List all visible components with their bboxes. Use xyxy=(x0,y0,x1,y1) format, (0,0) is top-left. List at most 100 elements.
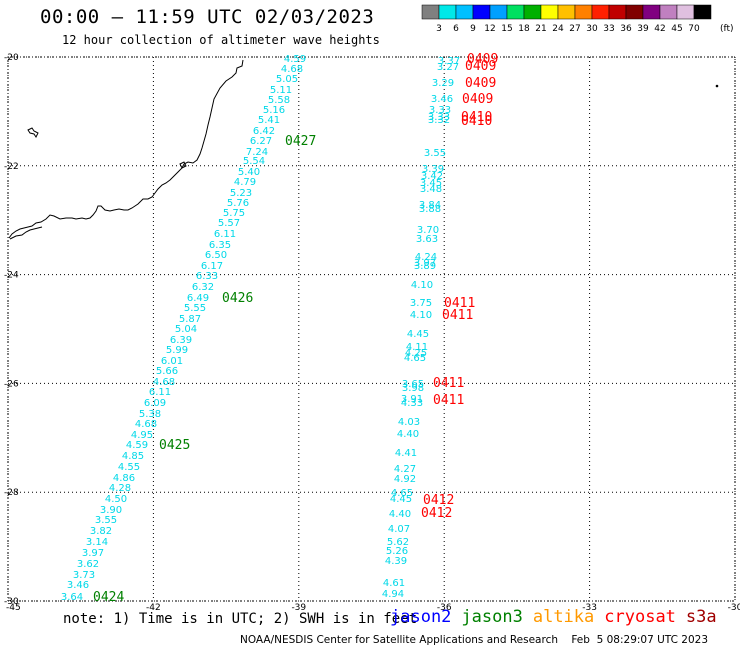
island xyxy=(27,127,39,138)
color-scale-label: 3 xyxy=(436,24,442,34)
wave-height-value: 3.89 xyxy=(414,261,436,272)
wave-height-value: 5.40 xyxy=(238,167,260,178)
color-scale-label: 39 xyxy=(637,24,649,34)
pass-time-label: 0411 xyxy=(444,296,475,311)
island-dot xyxy=(715,84,719,88)
wave-height-value: 3.63 xyxy=(416,234,438,245)
pass-time-label: 0409 xyxy=(465,59,496,74)
wave-height-value: 4.59 xyxy=(126,440,148,451)
color-scale-label: 21 xyxy=(535,24,546,34)
color-swatch xyxy=(693,4,712,20)
wave-height-value: 5.99 xyxy=(166,345,188,356)
wave-height-value: 5.62 xyxy=(387,537,409,548)
color-scale-label: 24 xyxy=(552,24,564,34)
wave-height-value: 5.26 xyxy=(386,546,408,557)
wave-height-value: 7.24 xyxy=(246,147,268,158)
wave-height-value: 3.64 xyxy=(61,592,83,603)
satellite-name: jason3 xyxy=(461,607,523,627)
wave-height-value: 3.46 xyxy=(431,94,453,105)
wave-height-value: 5.16 xyxy=(263,105,285,116)
wave-height-value: 6.11 xyxy=(149,387,171,398)
wave-height-value: 3.62 xyxy=(77,559,99,570)
color-scale-label: 15 xyxy=(501,24,512,34)
data-labels: 4.594.685.055.115.585.165.416.426.277.24… xyxy=(61,52,498,605)
satellite-legend: jason2 jason3 altika cryosat s3a xyxy=(390,607,727,627)
map-subtitle: 12 hour collection of altimeter wave hei… xyxy=(62,33,380,47)
wave-height-value: 4.39 xyxy=(385,556,407,567)
color-scale-label: 12 xyxy=(484,24,495,34)
wave-height-value: 4.25 xyxy=(405,348,427,359)
color-scale-label: 33 xyxy=(603,24,614,34)
wave-height-value: 3.39 xyxy=(422,164,444,175)
wave-height-value: 4.61 xyxy=(383,578,405,589)
wave-height-value: 3.42 xyxy=(421,171,443,182)
latitude-label: -22 xyxy=(4,162,19,172)
wave-height-value: 4.86 xyxy=(113,473,135,484)
color-scale-label: 6 xyxy=(453,24,459,34)
wave-height-value: 4.40 xyxy=(389,509,411,520)
latitude-label: -28 xyxy=(4,488,19,498)
wave-height-value: 4.10 xyxy=(411,280,433,291)
wave-height-value: 3.32 xyxy=(428,115,450,126)
wave-height-value: 4.85 xyxy=(122,451,144,462)
pass-time-label: 0410 xyxy=(461,114,492,129)
color-scale-label: 45 xyxy=(671,24,682,34)
pass-time-label: 0424 xyxy=(93,590,124,605)
wave-height-value: 6.49 xyxy=(187,293,209,304)
longitude-label: -42 xyxy=(146,603,161,613)
wave-height-value: 3.46 xyxy=(67,580,89,591)
wave-height-value: 3.55 xyxy=(424,148,446,159)
wave-height-value: 4.65 xyxy=(404,353,426,364)
latitude-label: -30 xyxy=(4,597,19,607)
wave-height-value: 4.40 xyxy=(397,429,419,440)
wave-height-value: 4.27 xyxy=(394,464,416,475)
wave-height-value: 6.01 xyxy=(161,356,183,367)
wave-height-value: 4.94 xyxy=(382,589,404,600)
wave-height-value: 4.24 xyxy=(415,252,437,263)
wave-height-value: 3.70 xyxy=(417,225,439,236)
pass-time-label: 0409 xyxy=(462,92,493,107)
wave-height-value: 3.14 xyxy=(86,537,108,548)
wave-height-value: 4.45 xyxy=(407,329,429,340)
wave-height-value: 3.45 xyxy=(420,178,442,189)
pass-time-label: 0411 xyxy=(433,376,464,391)
wave-height-value: 6.35 xyxy=(209,240,231,251)
wave-height-value: 5.75 xyxy=(223,208,245,219)
pass-time-label: 0411 xyxy=(442,308,473,323)
longitude-label: -45 xyxy=(6,603,21,613)
satellite-name: cryosat xyxy=(604,607,676,627)
longitude-label: -30 xyxy=(728,603,740,613)
satellite-name: s3a xyxy=(685,607,717,627)
pass-time-label: 0412 xyxy=(423,493,454,508)
map-title: 00:00 – 11:59 UTC 02/03/2023 xyxy=(40,6,375,28)
wave-height-value: 4.92 xyxy=(394,474,416,485)
wave-height-value: 6.32 xyxy=(192,282,214,293)
longitude-label: -36 xyxy=(437,603,452,613)
longitude-label: -39 xyxy=(291,603,306,613)
satellite-name: jason2 xyxy=(390,607,452,627)
wave-height-value: 3.88 xyxy=(419,204,441,215)
pass-time-label: 0409 xyxy=(467,52,498,67)
wave-height-value: 4.55 xyxy=(118,462,140,473)
wave-height-value: 3.29 xyxy=(432,78,454,89)
wave-height-value: 3.55 xyxy=(95,515,117,526)
wave-height-value: 3.82 xyxy=(90,526,112,537)
wave-height-value: 3.98 xyxy=(402,383,424,394)
wave-height-value: 5.54 xyxy=(243,156,265,167)
wave-height-value: 3.27 xyxy=(437,62,459,73)
wave-height-value: 3.97 xyxy=(414,258,436,269)
pass-time-label: 0427 xyxy=(285,134,316,149)
note-text: note: 1) Time is in UTC; 2) SWH is in fe… xyxy=(63,611,418,627)
wave-height-value: 4.28 xyxy=(109,483,131,494)
wave-height-value: 5.55 xyxy=(184,303,206,314)
wave-height-value: 3.33 xyxy=(429,105,451,116)
wave-height-value: 4.03 xyxy=(398,417,420,428)
color-scale-label: 9 xyxy=(470,24,476,34)
wave-height-value: 6.50 xyxy=(205,250,227,261)
wave-height-value: 5.66 xyxy=(156,366,178,377)
pass-time-label: 0411 xyxy=(433,393,464,408)
coastline-mainland xyxy=(8,59,244,239)
coastline xyxy=(8,59,719,240)
wave-height-value: 4.59 xyxy=(284,54,306,65)
